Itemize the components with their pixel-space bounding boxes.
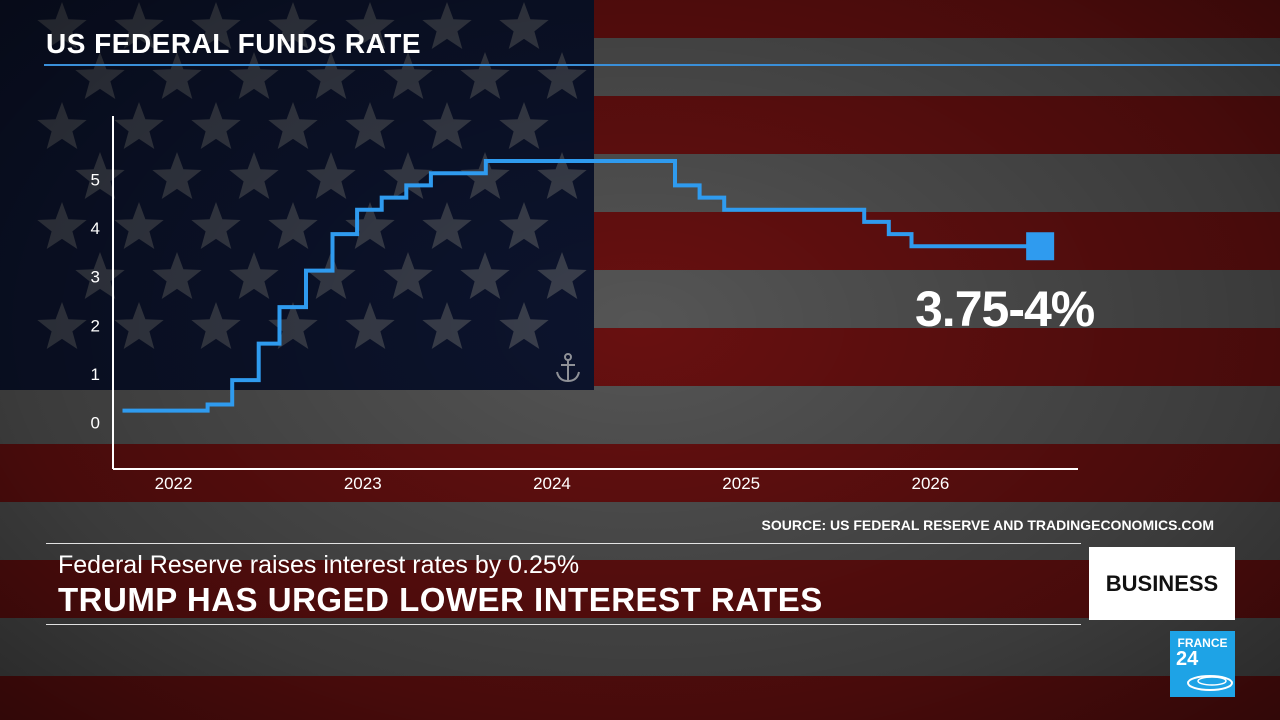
- y-tick-label: 3: [91, 268, 100, 287]
- y-tick-label: 2: [91, 316, 100, 335]
- y-tick-label: 0: [91, 414, 100, 433]
- current-rate-label: 3.75-4%: [915, 281, 1095, 337]
- x-tick-label: 2023: [344, 474, 382, 493]
- current-rate-marker: [1026, 232, 1055, 261]
- logo-line2: 24: [1176, 648, 1199, 670]
- source-credit: SOURCE: US FEDERAL RESERVE AND TRADINGEC…: [761, 517, 1214, 533]
- x-tick-label: 2024: [533, 474, 571, 493]
- logo-line1: FRANCE: [1177, 636, 1228, 650]
- headline-main: TRUMP HAS URGED LOWER INTEREST RATES: [58, 581, 823, 618]
- y-tick-label: 5: [91, 170, 100, 189]
- rate-step-line: [122, 159, 1041, 413]
- y-tick-label: 1: [91, 365, 100, 384]
- business-section-badge: BUSINESS: [1089, 547, 1235, 620]
- chart-title: US FEDERAL FUNDS RATE: [46, 28, 422, 59]
- x-tick-label: 2022: [155, 474, 193, 493]
- headline-subtitle: Federal Reserve raises interest rates by…: [58, 551, 580, 579]
- y-tick-label: 4: [91, 219, 100, 238]
- title-underline: [44, 64, 1280, 66]
- x-tick-label: 2026: [911, 474, 949, 493]
- business-section-label: BUSINESS: [1105, 571, 1219, 596]
- headline-rule-bottom: [46, 624, 1081, 625]
- france24-logo: FRANCE 24: [1170, 631, 1235, 697]
- anchor-icon: [556, 353, 580, 383]
- logo-swirl-icon: [1187, 675, 1233, 691]
- headline-rule-top: [46, 543, 1081, 544]
- x-tick-label: 2025: [722, 474, 760, 493]
